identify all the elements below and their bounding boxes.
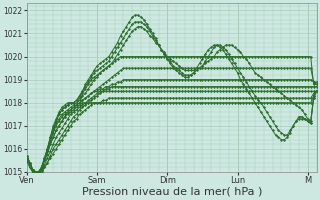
X-axis label: Pression niveau de la mer( hPa ): Pression niveau de la mer( hPa ) (82, 187, 262, 197)
